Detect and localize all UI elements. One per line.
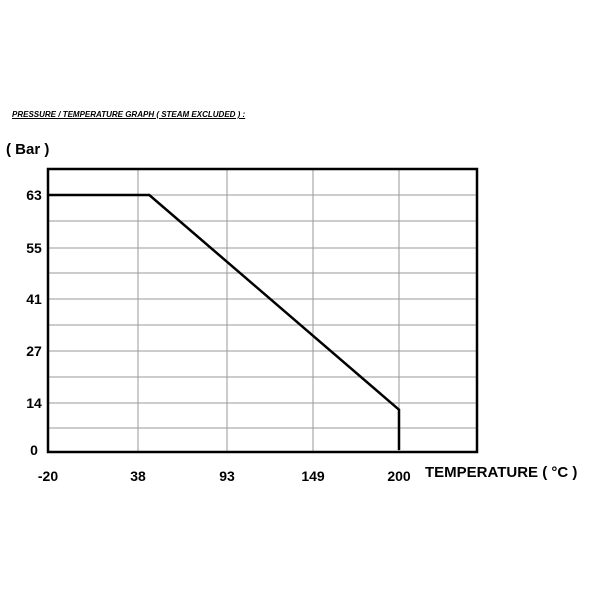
x-tick-label: 149 xyxy=(301,468,325,484)
grid xyxy=(48,169,477,452)
x-tick-label: -20 xyxy=(38,468,58,484)
y-tick-label: 55 xyxy=(26,240,42,256)
y-tick-label: 27 xyxy=(26,343,42,359)
y-tick-label: 0 xyxy=(30,442,38,458)
series-line xyxy=(48,193,401,450)
y-tick-labels: 63 55 41 27 14 0 xyxy=(26,187,42,458)
chart-title: PRESSURE / TEMPERATURE GRAPH ( STEAM EXC… xyxy=(12,110,246,119)
y-tick-label: 14 xyxy=(26,395,42,411)
y-tick-label: 63 xyxy=(26,187,42,203)
series-layer xyxy=(48,193,401,450)
x-tick-label: 93 xyxy=(219,468,235,484)
x-tick-label: 38 xyxy=(130,468,146,484)
y-axis-label: ( Bar ) xyxy=(6,141,50,158)
y-tick-label: 41 xyxy=(26,291,42,307)
x-tick-labels: -20 38 93 149 200 xyxy=(38,468,411,484)
x-axis-label: TEMPERATURE ( °C ) xyxy=(425,464,578,481)
x-tick-label: 200 xyxy=(387,468,411,484)
plot-frame xyxy=(46,167,479,454)
